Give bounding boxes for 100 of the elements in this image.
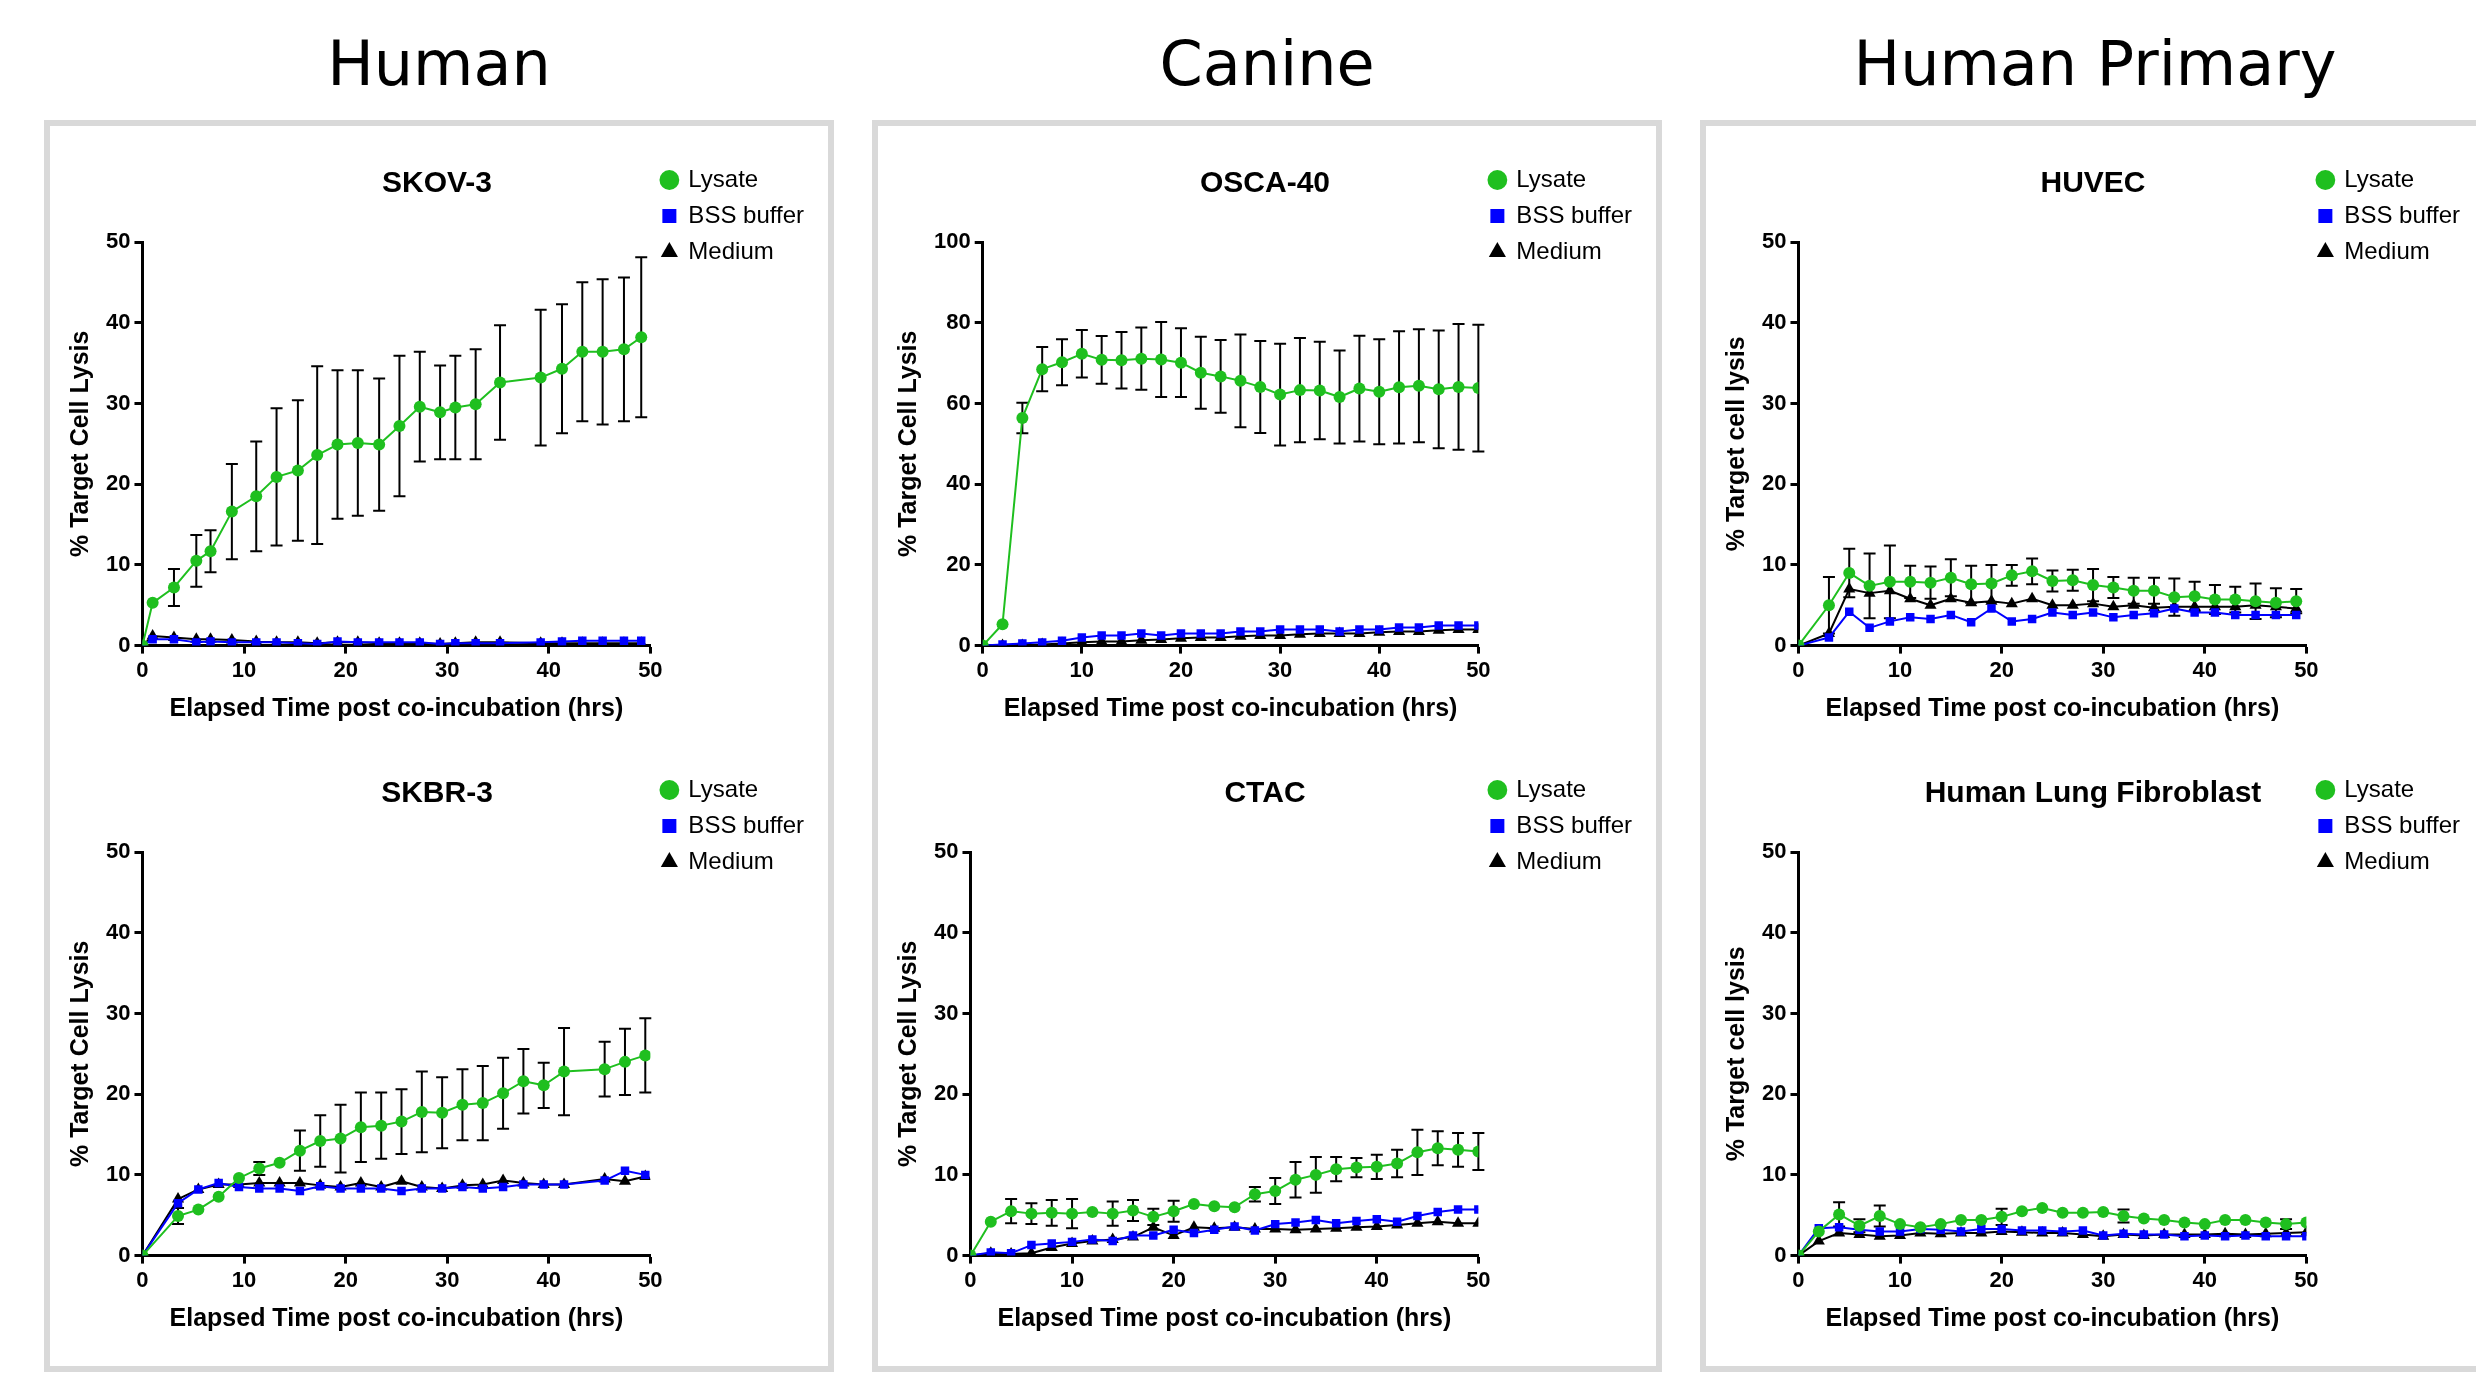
legend-label: Lysate [2344, 164, 2415, 192]
x-axis-title: Elapsed Time post co-incubation (hrs) [1825, 692, 2280, 721]
y-tick-label: 20 [1761, 1080, 1787, 1106]
x-tick-label: 20 [333, 1266, 358, 1292]
chart-title: Human Lung Fibroblast [1924, 775, 2262, 809]
y-tick-label: 0 [946, 1241, 959, 1267]
y-tick-label: 40 [946, 470, 971, 496]
y-tick-label: 0 [118, 631, 131, 657]
y-tick-label: 100 [933, 228, 971, 254]
y-tick-label: 30 [105, 389, 131, 415]
y-tick-label: 10 [933, 1160, 959, 1186]
y-tick-label: 40 [933, 918, 959, 944]
y-tick-label: 40 [105, 308, 131, 334]
legend-label: Lysate [1516, 164, 1587, 192]
x-tick-label: 10 [1059, 1266, 1085, 1292]
x-tick-label: 20 [1168, 656, 1194, 682]
x-tick-label: 50 [638, 656, 663, 682]
x-tick-label: 30 [434, 656, 460, 682]
y-tick-label: 60 [946, 389, 971, 415]
x-axis-title: Elapsed Time post co-incubation (hrs) [169, 692, 624, 721]
y-tick-label: 40 [1761, 308, 1787, 334]
y-tick-label: 30 [1761, 389, 1787, 415]
x-tick-label: 40 [2192, 1266, 2218, 1292]
y-tick-label: 20 [105, 470, 131, 496]
x-tick-label: 0 [976, 656, 989, 682]
x-tick-label: 10 [231, 1266, 257, 1292]
chart-title: SKOV-3 [381, 165, 493, 199]
y-axis-title: % Target cell lysis [1720, 946, 1749, 1162]
legend-label: Lysate [688, 774, 759, 802]
x-tick-label: 50 [1466, 656, 1491, 682]
legend-label: BSS buffer [688, 200, 805, 228]
legend-label: BSS buffer [1516, 810, 1633, 838]
y-tick-label: 50 [105, 228, 131, 254]
legend-label: BSS buffer [2344, 200, 2461, 228]
y-tick-label: 10 [1761, 550, 1787, 576]
chart-title: HUVEC [2040, 165, 2146, 199]
legend-label: BSS buffer [1516, 200, 1633, 228]
y-tick-label: 20 [105, 1080, 131, 1106]
y-tick-label: 50 [1761, 228, 1787, 254]
legend-label: Lysate [2344, 774, 2415, 802]
legend-label: Medium [688, 236, 774, 264]
legend-label: Medium [1516, 846, 1602, 874]
y-tick-label: 10 [105, 550, 131, 576]
x-axis-title: Elapsed Time post co-incubation (hrs) [169, 1302, 624, 1331]
x-tick-label: 50 [1466, 1266, 1491, 1292]
legend-label: Medium [2344, 236, 2430, 264]
y-tick-label: 50 [1761, 838, 1787, 864]
y-tick-label: 50 [933, 838, 959, 864]
x-tick-label: 40 [536, 656, 562, 682]
x-tick-label: 40 [1364, 1266, 1390, 1292]
legend-label: BSS buffer [688, 810, 805, 838]
y-tick-label: 20 [1761, 470, 1787, 496]
x-tick-label: 0 [1792, 1266, 1805, 1292]
text: Human [327, 27, 551, 100]
y-tick-label: 10 [105, 1160, 131, 1186]
y-tick-label: 50 [105, 838, 131, 864]
y-tick-label: 20 [933, 1080, 959, 1106]
x-tick-label: 30 [2090, 656, 2116, 682]
x-axis-title: Elapsed Time post co-incubation (hrs) [997, 1302, 1452, 1331]
x-tick-label: 30 [2090, 1266, 2116, 1292]
chart-title: CTAC [1224, 775, 1306, 809]
x-tick-label: 0 [136, 1266, 149, 1292]
x-tick-label: 50 [2294, 656, 2319, 682]
y-tick-label: 80 [946, 308, 971, 334]
legend-label: BSS buffer [2344, 810, 2461, 838]
y-tick-label: 10 [1761, 1160, 1787, 1186]
chart-title: OSCA-40 [1199, 165, 1331, 199]
legend-label: Medium [2344, 846, 2430, 874]
y-tick-label: 0 [118, 1241, 131, 1267]
y-tick-label: 20 [946, 550, 971, 576]
x-tick-label: 50 [2294, 1266, 2319, 1292]
x-tick-label: 50 [638, 1266, 663, 1292]
y-tick-label: 30 [933, 999, 959, 1025]
y-tick-label: 0 [1774, 1241, 1787, 1267]
x-axis-title: Elapsed Time post co-incubation (hrs) [1825, 1302, 2280, 1331]
y-axis-title: % Target Cell Lysis [892, 330, 921, 558]
x-tick-label: 20 [1989, 656, 2014, 682]
x-tick-label: 40 [2192, 656, 2218, 682]
y-axis-title: % Target cell lysis [1720, 336, 1749, 552]
y-axis-title: % Target Cell Lysis [64, 330, 93, 558]
x-tick-label: 20 [1161, 1266, 1186, 1292]
y-tick-label: 30 [1761, 999, 1787, 1025]
x-tick-label: 10 [1069, 656, 1095, 682]
x-tick-label: 0 [136, 656, 149, 682]
x-axis-title: Elapsed Time post co-incubation (hrs) [1003, 692, 1458, 721]
legend-label: Lysate [688, 164, 759, 192]
x-tick-label: 30 [1267, 656, 1293, 682]
text: Human Primary [1853, 27, 2337, 100]
y-tick-label: 40 [1761, 918, 1787, 944]
x-tick-label: 30 [434, 1266, 460, 1292]
x-tick-label: 30 [1262, 1266, 1288, 1292]
y-tick-label: 0 [1774, 631, 1787, 657]
chart-title: SKBR-3 [381, 775, 493, 809]
x-tick-label: 0 [1792, 656, 1805, 682]
x-tick-label: 20 [1989, 1266, 2014, 1292]
legend-label: Medium [1516, 236, 1602, 264]
x-tick-label: 10 [231, 656, 257, 682]
y-tick-label: 30 [105, 999, 131, 1025]
y-tick-label: 40 [105, 918, 131, 944]
x-tick-label: 20 [333, 656, 358, 682]
